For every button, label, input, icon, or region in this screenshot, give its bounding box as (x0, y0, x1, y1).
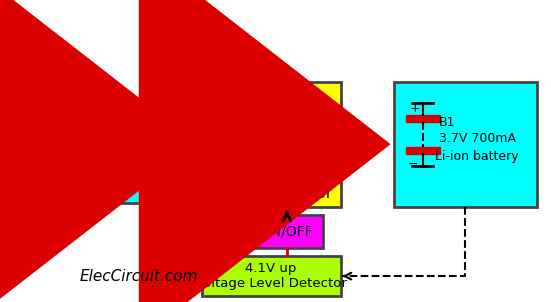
Text: Li-ion battery: Li-ion battery (435, 150, 518, 163)
Text: −: − (408, 158, 418, 171)
Text: Pulse Generator: Pulse Generator (209, 186, 333, 201)
Bar (299, 96, 316, 185)
Bar (272, 96, 290, 185)
Bar (79, 130, 150, 203)
Bar (202, 256, 341, 296)
Bar (406, 115, 440, 122)
Text: ON/OFF: ON/OFF (261, 225, 314, 239)
Bar (394, 82, 537, 207)
Bar (245, 96, 263, 185)
Bar (218, 96, 236, 185)
Text: 3.7V 700mA: 3.7V 700mA (439, 132, 516, 145)
Text: ElecCircuit.com: ElecCircuit.com (79, 268, 198, 284)
Text: B1: B1 (439, 116, 455, 129)
Text: 4.1V up
Voltage Level Detector: 4.1V up Voltage Level Detector (195, 262, 347, 290)
Bar (251, 215, 323, 248)
Text: +: + (410, 102, 421, 115)
Text: 12V
Vin: 12V Vin (100, 151, 129, 183)
Bar (406, 147, 440, 154)
Bar (202, 82, 341, 207)
